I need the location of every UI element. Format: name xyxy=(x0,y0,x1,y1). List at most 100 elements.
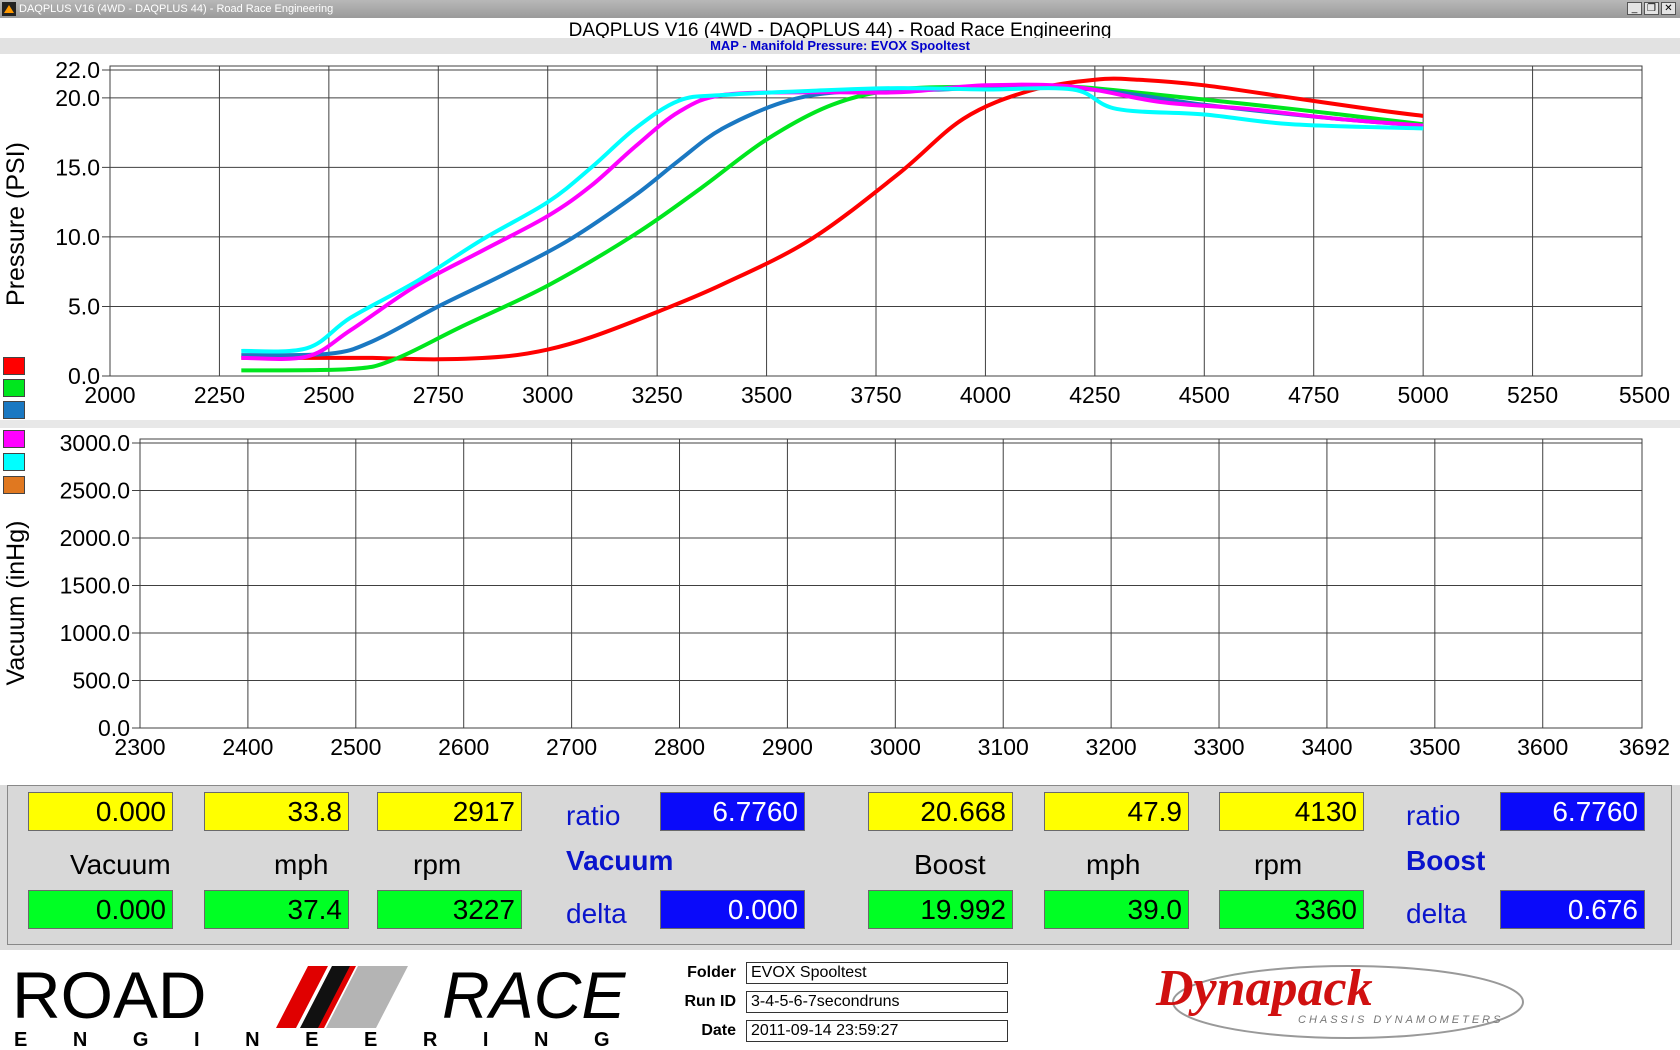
boost-ratio-value: 6.7760 xyxy=(1500,792,1645,831)
chart-0-x-tick-label: 5500 xyxy=(1619,382,1670,408)
boost-mph-label: mph xyxy=(1086,849,1141,880)
dynapack-sub-text: CHASSIS DYNAMOMETERS xyxy=(1298,1014,1503,1026)
date-field[interactable]: 2011-09-14 23:59:27 xyxy=(746,1020,1008,1042)
chart-1-x-tick-label: 2800 xyxy=(654,734,705,760)
chart-0-series-1-line xyxy=(241,83,1424,373)
window-title: DAQPLUS V16 (4WD - DAQPLUS 44) - Road Ra… xyxy=(19,3,334,15)
minimize-button[interactable]: _ xyxy=(1627,2,1642,15)
logo-stripe-gray xyxy=(326,966,408,1028)
chart-0-y-tick-label: 0.0 xyxy=(68,363,100,389)
chart-1-y-axis-label: Vacuum (inHg) xyxy=(2,521,30,686)
boost-value-top: 20.668 xyxy=(868,792,1013,831)
window-titlebar: DAQPLUS V16 (4WD - DAQPLUS 44) - Road Ra… xyxy=(0,0,1680,18)
chart-0-y-tick-label: 15.0 xyxy=(55,154,100,180)
boost-label: Boost xyxy=(914,849,986,880)
chart-1-x-tick-label: 2500 xyxy=(330,734,381,760)
chart-0-x-tick-label: 2250 xyxy=(194,382,245,408)
chart-1-x-tick-label: 3692 xyxy=(1619,734,1670,760)
chart-0-y-tick-label: 10.0 xyxy=(55,224,100,250)
vacuum-rpm-bottom: 3227 xyxy=(377,890,522,929)
logo-road-text: ROAD xyxy=(12,960,206,1033)
folder-field[interactable]: EVOX Spooltest xyxy=(746,962,1008,984)
chart-1-x-tick-label: 2900 xyxy=(762,734,813,760)
chart-1-x-tick-label: 3100 xyxy=(978,734,1029,760)
vacuum-mph-label: mph xyxy=(274,849,329,880)
vacuum-mph-bottom: 37.4 xyxy=(204,890,349,929)
chart-0-x-tick-label: 3000 xyxy=(522,382,573,408)
road-race-logo: ROAD RACE E N G I N E E R I N G xyxy=(12,958,630,1048)
chart-1-y-tick-label: 3000.0 xyxy=(60,430,130,456)
close-button[interactable]: ✕ xyxy=(1661,2,1676,15)
vacuum-rpm-label: rpm xyxy=(413,849,462,880)
restore-button[interactable]: ❐ xyxy=(1644,2,1659,15)
chart-1-x-tick-label: 3000 xyxy=(870,734,921,760)
chart-1-x-tick-label: 2400 xyxy=(222,734,273,760)
chart-0-x-tick-label: 4250 xyxy=(1069,382,1120,408)
logo-engineering-text: E N G I N E E R I N G xyxy=(14,1029,630,1048)
chart-0-plot-frame xyxy=(109,65,1643,377)
logo-stripe-black xyxy=(300,966,352,1028)
vacuum-mph-top: 33.8 xyxy=(204,792,349,831)
vacuum-value-top: 0.000 xyxy=(28,792,173,831)
chart-1-x-tick-label: 3600 xyxy=(1517,734,1568,760)
chart-0-x-tick-label: 2000 xyxy=(84,382,135,408)
page-title: DAQPLUS V16 (4WD - DAQPLUS 44) - Road Ra… xyxy=(568,20,1112,38)
runid-field[interactable]: 3-4-5-6-7secondruns xyxy=(746,991,1008,1013)
chart-1-x-tick-label: 3500 xyxy=(1409,734,1460,760)
chart-0-x-tick-label: 2500 xyxy=(303,382,354,408)
boost-section-title: Boost xyxy=(1406,845,1486,876)
date-label: Date xyxy=(701,1022,736,1039)
charts-area[interactable]: 2000 2250 2500 2750 3000 3250 3500 3750 4000 4250… xyxy=(0,54,1680,776)
chart-1-y-tick-label: 1000.0 xyxy=(60,620,130,646)
boost-value-bottom: 19.992 xyxy=(868,890,1013,929)
chart-0-x-tick-label: 3750 xyxy=(850,382,901,408)
chart-1-y-tick-label: 2500.0 xyxy=(60,478,130,504)
readout-panel: 0.000 33.8 2917 ratio 6.7760 Vacuum mph … xyxy=(0,785,1680,950)
chart-separator xyxy=(0,420,1680,428)
chart-1-x-tick-label: 2700 xyxy=(546,734,597,760)
chart-0-x-tick-label: 5250 xyxy=(1507,382,1558,408)
legend-swatch-orange[interactable] xyxy=(3,476,25,494)
chart-0-x-tick-label: 3250 xyxy=(632,382,683,408)
dynapack-logo: Dynapack CHASSIS DYNAMOMETERS xyxy=(1155,960,1524,1039)
chart-0-series-0-line xyxy=(241,76,1424,362)
chart-0-x-tick-label: 4750 xyxy=(1288,382,1339,408)
legend-swatch-green[interactable] xyxy=(3,379,25,397)
chart-0-series-4-line xyxy=(241,86,1424,354)
legend-swatch-red[interactable] xyxy=(3,357,25,375)
chart-1-y-tick-label: 1500.0 xyxy=(60,573,130,599)
boost-rpm-top: 4130 xyxy=(1219,792,1364,831)
legend-swatch-magenta[interactable] xyxy=(3,430,25,448)
legend-swatch-blue[interactable] xyxy=(3,401,25,419)
runid-label: Run ID xyxy=(684,993,736,1010)
legend-swatch-cyan[interactable] xyxy=(3,453,25,471)
logo-stripe-red-2 xyxy=(318,966,356,1028)
boost-mph-top: 47.9 xyxy=(1044,792,1189,831)
app-icon xyxy=(2,2,16,16)
vacuum-label: Vacuum xyxy=(70,849,171,880)
vacuum-delta-label: delta xyxy=(566,898,627,929)
vacuum-value-bottom: 0.000 xyxy=(28,890,173,929)
logo-race-text: RACE xyxy=(442,958,626,1032)
chart-0-x-tick-label: 4500 xyxy=(1179,382,1230,408)
chart-0-y-tick-label: 22.0 xyxy=(55,57,100,83)
boost-delta-label: delta xyxy=(1406,898,1467,929)
dynapack-text: Dynapack xyxy=(1155,960,1373,1017)
vacuum-ratio-label: ratio xyxy=(566,800,621,831)
chart-1-x-tick-label: 3200 xyxy=(1086,734,1137,760)
chart-0-x-tick-label: 3500 xyxy=(741,382,792,408)
chart-1-y-tick-label: 500.0 xyxy=(72,668,130,694)
chart-1-plot-frame xyxy=(139,438,1643,729)
boost-delta-value: 0.676 xyxy=(1500,890,1645,929)
chart-0-y-tick-label: 20.0 xyxy=(55,85,100,111)
chart-1-x-tick-label: 2600 xyxy=(438,734,489,760)
chart-1-y-tick-label: 0.0 xyxy=(98,715,130,741)
chart-0-series-2-line xyxy=(241,83,1424,358)
chart-0-x-tick-label: 2750 xyxy=(413,382,464,408)
boost-mph-bottom: 39.0 xyxy=(1044,890,1189,929)
boost-rpm-bottom: 3360 xyxy=(1219,890,1364,929)
chart-1-x-tick-label: 2300 xyxy=(114,734,165,760)
chart-0-y-axis-label: Pressure (PSI) xyxy=(2,142,30,306)
chart-0-x-tick-label: 5000 xyxy=(1398,382,1449,408)
vacuum-section-title: Vacuum xyxy=(566,845,674,876)
